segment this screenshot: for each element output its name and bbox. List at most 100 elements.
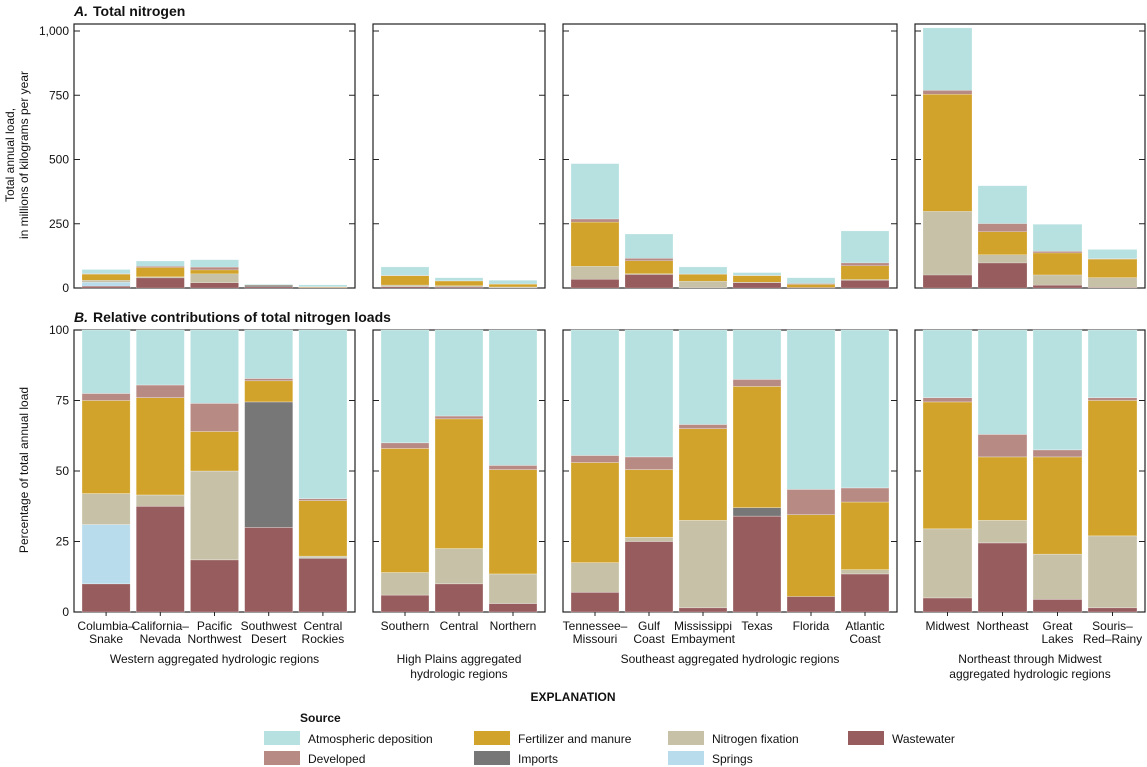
bar-segment-b-fertilizer-and-manure — [922, 401, 973, 530]
bar-segment-b-wastewater — [1087, 607, 1138, 613]
bar-segment-a-fertilizer-and-manure — [1087, 258, 1138, 278]
bar-segment-b-fertilizer-and-manure — [434, 418, 484, 549]
group-label: High Plains aggregated — [397, 652, 522, 666]
bar-segment-b-fertilizer-and-manure — [190, 431, 239, 472]
bar-segment-b-wastewater — [624, 541, 674, 613]
bar-segment-b-fertilizer-and-manure — [977, 456, 1028, 521]
bar-segment-a-atmospheric-deposition — [922, 27, 973, 91]
panel-a-title: A. Total nitrogen — [73, 3, 185, 19]
y-tick-label: 50 — [56, 464, 70, 478]
bar-segment-a-wastewater — [732, 282, 782, 289]
category-label: Great — [1042, 619, 1073, 633]
bar-segment-b-wastewater — [977, 542, 1028, 613]
bar-segment-a-nitrogen-fixation — [190, 273, 239, 283]
bar-segment-b-fertilizer-and-manure — [678, 428, 728, 521]
bar-segment-a-atmospheric-deposition — [624, 233, 674, 259]
bar-segment-b-springs — [81, 524, 131, 585]
legend-label: Imports — [518, 752, 558, 766]
bar-segment-a-fertilizer-and-manure — [678, 274, 728, 282]
bar-segment-a-fertilizer-and-manure — [732, 275, 782, 283]
panel-a-frame-4 — [914, 23, 1146, 289]
bar-segment-a-atmospheric-deposition — [1032, 224, 1083, 252]
category-label: Southwest — [241, 619, 298, 633]
group-label: Southeast aggregated hydrologic regions — [621, 652, 840, 666]
category-label: Missouri — [573, 632, 618, 646]
bar-segment-b-wastewater — [434, 583, 484, 613]
category-label: Southern — [381, 619, 430, 633]
bar-segment-b-atmospheric-deposition — [190, 329, 239, 404]
legend-label: Wastewater — [892, 732, 955, 746]
y-tick-label: 0 — [62, 281, 69, 295]
bar-segment-a-nitrogen-fixation — [570, 266, 620, 280]
bar-segment-a-atmospheric-deposition — [678, 266, 728, 275]
bar-segment-b-wastewater — [922, 597, 973, 613]
bar-segment-a-fertilizer-and-manure — [434, 280, 484, 286]
bar-segment-b-nitrogen-fixation — [1087, 535, 1138, 609]
legend-label: Atmospheric deposition — [308, 732, 433, 746]
bar-segment-a-atmospheric-deposition — [1087, 249, 1138, 259]
category-label: Rockies — [302, 632, 345, 646]
bar-segment-b-imports — [732, 507, 782, 517]
category-label: Desert — [251, 632, 287, 646]
bar-segment-b-fertilizer-and-manure — [1087, 400, 1138, 537]
legend-label: Developed — [308, 752, 365, 766]
bar-segment-b-wastewater — [786, 596, 836, 613]
bar-segment-b-fertilizer-and-manure — [570, 462, 620, 563]
bar-segment-b-nitrogen-fixation — [570, 562, 620, 593]
bar-segment-b-nitrogen-fixation — [1032, 553, 1083, 600]
category-label: Midwest — [925, 619, 970, 633]
bar-segment-b-developed — [678, 424, 728, 430]
bar-segment-a-developed — [624, 258, 674, 261]
bar-segment-a-developed — [977, 223, 1028, 232]
bar-segment-b-wastewater — [380, 594, 430, 613]
bar-segment-b-nitrogen-fixation — [624, 536, 674, 542]
legend-swatch-imports — [474, 751, 510, 765]
bar-segment-a-wastewater — [624, 274, 674, 289]
bar-segment-a-wastewater — [977, 262, 1028, 289]
category-label: Nevada — [140, 632, 182, 646]
bar-segment-a-wastewater — [1032, 284, 1083, 289]
category-label: Northeast — [976, 619, 1029, 633]
bar-segment-a-wastewater — [840, 280, 890, 289]
bar-segment-a-nitrogen-fixation — [1087, 277, 1138, 288]
bar-segment-a-developed — [570, 218, 620, 223]
bar-segment-b-atmospheric-deposition — [732, 329, 782, 380]
bar-segment-b-nitrogen-fixation — [135, 494, 185, 507]
bar-segment-a-springs — [81, 282, 131, 287]
panel-a-frame-1 — [73, 23, 356, 289]
bar-segment-a-atmospheric-deposition — [81, 269, 131, 274]
bar-segment-b-wastewater — [135, 505, 185, 613]
bar-segment-b-wastewater — [732, 515, 782, 613]
legend-heading: EXPLANATION — [530, 690, 615, 704]
legend-swatch-developed — [264, 751, 300, 765]
y-tick-label: 75 — [56, 394, 70, 408]
category-label: Columbia– — [77, 619, 135, 633]
bar-segment-b-atmospheric-deposition — [624, 329, 674, 458]
bar-segment-b-developed — [570, 455, 620, 463]
bar-segment-a-nitrogen-fixation — [977, 254, 1028, 264]
bar-segment-b-atmospheric-deposition — [977, 329, 1028, 435]
bar-segment-a-fertilizer-and-manure — [840, 265, 890, 280]
category-label: Tennessee– — [563, 619, 628, 633]
bar-segment-a-fertilizer-and-manure — [81, 273, 131, 281]
panel-b-title: B. Relative contributions of total nitrog… — [74, 309, 391, 325]
bar-segment-b-atmospheric-deposition — [678, 329, 728, 425]
bar-segment-a-wastewater — [922, 274, 973, 289]
bar-segment-a-nitrogen-fixation — [380, 284, 430, 287]
bar-segment-b-nitrogen-fixation — [977, 520, 1028, 544]
category-label: Coast — [849, 632, 881, 646]
legend-label: Fertilizer and manure — [518, 732, 632, 746]
bar-segment-b-fertilizer-and-manure — [1032, 456, 1083, 555]
bar-segment-b-fertilizer-and-manure — [732, 386, 782, 508]
bar-segment-b-wastewater — [298, 558, 348, 613]
group-label: Western aggregated hydrologic regions — [110, 652, 319, 666]
panel-a-ylabel-1: Total annual load, — [3, 108, 17, 202]
bar-segment-b-atmospheric-deposition — [1032, 329, 1083, 451]
category-label: Coast — [633, 632, 665, 646]
category-label: Souris– — [1092, 619, 1133, 633]
legend-swatch-springs — [668, 751, 704, 765]
group-label: Northeast through Midwest — [958, 652, 1102, 666]
bar-segment-b-wastewater — [1032, 599, 1083, 613]
category-label: Atlantic — [845, 619, 884, 633]
